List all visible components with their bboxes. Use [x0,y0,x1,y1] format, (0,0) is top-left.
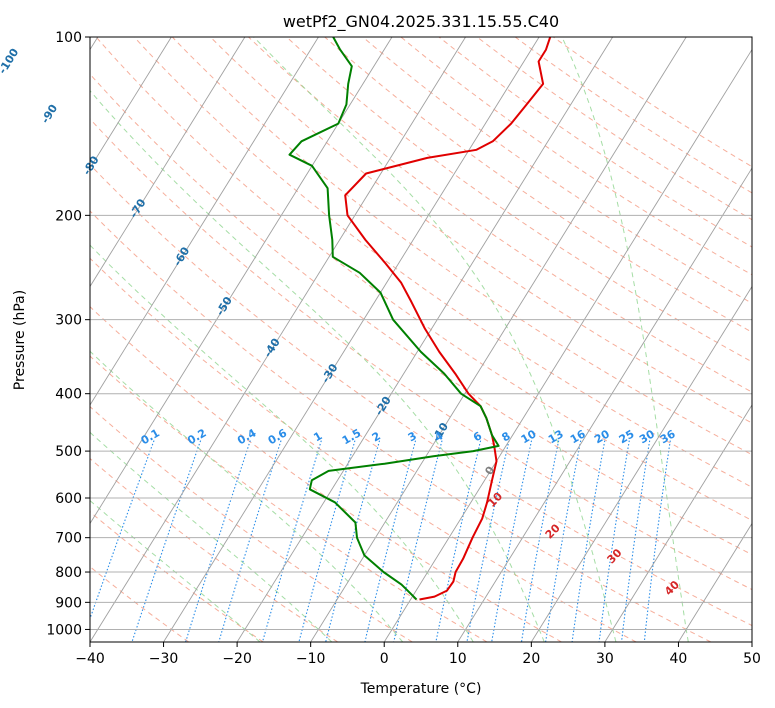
isotherm-line [163,37,540,642]
dewpoint-profile-line [288,37,500,601]
isotherm-line [90,37,466,642]
x-tick-label: 0 [380,651,389,667]
dry-adiabat-line [90,257,637,642]
mixing-ratio-line [364,440,417,642]
chart-title: wetPf2_GN04.2025.331.15.55.C40 [283,12,559,32]
y-tick-label: 600 [55,491,82,507]
isotherm-line [90,37,393,525]
y-tick-label: 300 [55,313,82,329]
y-tick-label: 1000 [46,622,82,638]
x-tick-label: −10 [296,651,326,667]
isotherm-line [604,404,752,642]
y-tick-label: 100 [55,30,82,46]
y-tick-label: 800 [55,565,82,581]
dry-adiabat-line [95,37,752,521]
x-tick-label: −40 [75,651,105,667]
moist-adiabat-line [253,37,617,642]
background-grid [90,37,752,642]
isotherm-line [310,37,687,642]
moist-adiabat-line [90,89,545,642]
dry-adiabat-line [476,37,752,221]
dry-adiabat-line [248,37,752,393]
dry-adiabat-line [90,118,752,591]
profile-lines [288,37,552,601]
dry-adiabat-line [438,37,752,248]
y-tick-label: 900 [55,595,82,611]
mixing-ratio-line [571,440,606,642]
dry-adiabat-line [90,355,488,642]
x-tick-label: −20 [222,651,252,667]
y-axis-label: Pressure (hPa) [12,290,28,390]
isotherm-line [457,167,752,642]
mixing-ratio-line [90,440,155,621]
dry-adiabat-line [90,163,752,627]
x-tick-label: 20 [522,651,540,667]
dry-adiabat-line [90,73,752,556]
dry-adiabat-line [286,37,752,363]
moist-adiabat-line [90,431,333,642]
isotherm-line [90,37,246,288]
isotherm-line [383,48,752,642]
y-tick-label: 500 [55,444,82,460]
dry-adiabat-line [400,37,752,276]
isotherm-line [530,285,752,642]
dry-adiabat-line [90,210,712,642]
temperature-profile-line [344,37,552,601]
moist-adiabat-line [561,37,689,642]
axis-ticks: −40 −30 −20 −10 0 10 20 30 40 50 1000 900 800 700 600 5… [46,30,761,667]
y-tick-label: 700 [55,531,82,547]
dry-adiabat-line [210,37,752,424]
dry-adiabat-line [90,306,562,642]
mixing-ratio-line [325,440,381,642]
x-axis-label: Temperature (°C) [360,681,482,697]
x-tick-label: 40 [670,651,688,667]
x-tick-label: 50 [743,651,761,667]
mixing-ratio-line [598,440,630,642]
x-tick-label: 30 [596,651,614,667]
mixing-ratio-line [466,440,510,642]
mixing-ratio-line [185,440,251,642]
moist-adiabat-line [90,244,474,642]
mixing-ratio-line [621,440,651,642]
isotherm-line [236,37,614,642]
mixing-ratio-line [131,440,202,642]
mixing-ratio-line [435,440,482,642]
moist-adiabat-line [90,499,261,642]
x-tick-label: 10 [449,651,467,667]
plot-frame [89,36,753,643]
y-tick-label: 200 [55,208,82,224]
x-tick-label: −30 [149,651,179,667]
moist-adiabat-line [90,350,404,642]
mixing-ratio-line [545,440,582,642]
mixing-ratio-line [643,440,671,642]
isotherm-line [678,522,752,642]
isotherm-line [90,37,319,406]
isotherm-line [90,37,172,169]
dry-adiabat-line [90,405,413,642]
dry-adiabat-line [553,37,752,168]
y-tick-label: 400 [55,387,82,403]
dry-adiabat-line [171,37,752,456]
